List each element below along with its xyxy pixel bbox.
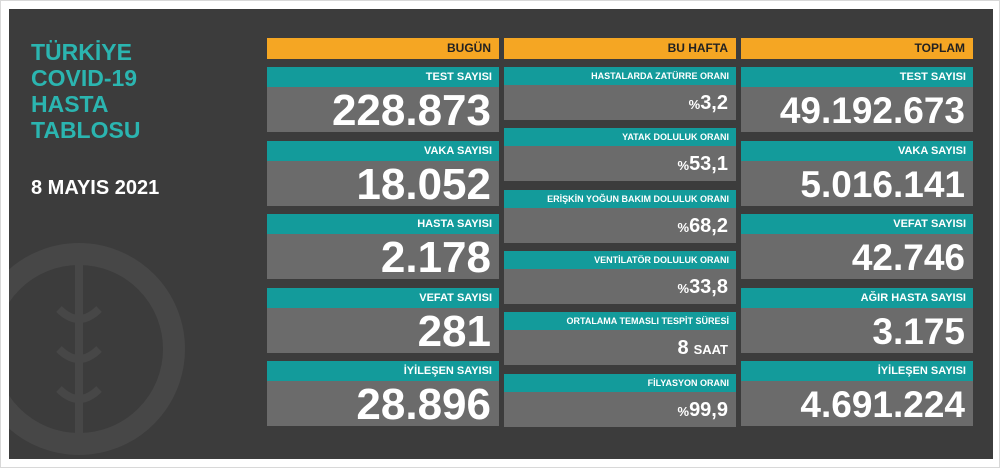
stat-card: AĞIR HASTA SAYISI 3.175 xyxy=(741,287,973,353)
stat-label: İYİLEŞEN SAYISI xyxy=(267,361,499,381)
stat-value: 33,8 xyxy=(689,275,728,298)
stat-prefix: % xyxy=(677,219,690,235)
stat-value: 68,2 xyxy=(689,214,728,237)
stat-value: 4.691.224 xyxy=(800,384,965,425)
emblem-staff xyxy=(56,259,102,449)
stat-card: VENTİLATÖR DOLULUK ORANI %33,8 xyxy=(504,250,736,304)
stat-value-box: %99,9 xyxy=(504,391,736,427)
stat-value-box: %53,1 xyxy=(504,146,736,182)
emblem-ring xyxy=(9,243,185,455)
stat-card: VEFAT SAYISI 281 xyxy=(267,287,499,356)
stat-value: 18.052 xyxy=(356,159,491,209)
stat-card: VEFAT SAYISI 42.746 xyxy=(741,214,973,279)
stat-label: AĞIR HASTA SAYISI xyxy=(741,287,973,308)
stat-value-box: 28.896 xyxy=(267,380,499,429)
stat-value: 99,9 xyxy=(689,398,728,421)
stat-card: VAKA SAYISI 5.016.141 xyxy=(741,140,973,206)
stat-label: VENTİLATÖR DOLULUK ORANI xyxy=(504,250,736,269)
emblem xyxy=(9,243,185,455)
stat-value-box: 281 xyxy=(267,306,499,356)
column-header: BU HAFTA xyxy=(504,38,736,59)
stat-card: HASTA SAYISI 2.178 xyxy=(267,214,499,282)
stat-value-box: %3,2 xyxy=(504,85,736,120)
stat-label: VEFAT SAYISI xyxy=(267,287,499,308)
stat-label: FİLYASYON ORANI xyxy=(504,373,736,392)
stat-label: ERİŞKİN YOĞUN BAKIM DOLULUK ORANI xyxy=(504,189,736,208)
stat-label: İYİLEŞEN SAYISI xyxy=(741,361,973,381)
date: 8 MAYIS 2021 xyxy=(31,177,160,199)
stat-value-box: 3.175 xyxy=(741,307,973,353)
stat-prefix: % xyxy=(677,158,690,174)
stat-value: 8 xyxy=(677,337,689,360)
stat-card: VAKA SAYISI 18.052 xyxy=(267,140,499,209)
stat-card: ORTALAMA TEMASLI TESPİT SÜRESİ 8 SAAT xyxy=(504,312,736,366)
stat-prefix: % xyxy=(677,280,690,296)
stat-value: 49.192.673 xyxy=(779,90,965,131)
stat-prefix: % xyxy=(677,403,690,419)
title-line: TÜRKİYE xyxy=(31,39,132,65)
stat-card: TEST SAYISI 228.873 xyxy=(267,67,499,135)
stat-value-box: %33,8 xyxy=(504,268,736,304)
stat-card: HASTALARDA ZATÜRRE ORANI %3,2 xyxy=(504,67,736,120)
stat-label: ORTALAMA TEMASLI TESPİT SÜRESİ xyxy=(504,312,736,331)
stat-value-box: 2.178 xyxy=(267,233,499,282)
stat-value: 3.175 xyxy=(872,310,965,352)
stat-card: ERİŞKİN YOĞUN BAKIM DOLULUK ORANI %68,2 xyxy=(504,189,736,243)
stat-value-box: 42.746 xyxy=(741,234,973,279)
panel: TÜRKİYE COVID-19 HASTA TABLOSU 8 MAYIS 2021… xyxy=(9,9,993,459)
stat-label: VEFAT SAYISI xyxy=(741,214,973,234)
stat-value: 228.873 xyxy=(331,86,491,135)
stat-label: HASTALARDA ZATÜRRE ORANI xyxy=(504,67,736,85)
stat-value: 5.016.141 xyxy=(800,163,965,205)
stat-label: TEST SAYISI xyxy=(741,67,973,87)
stat-value-box: %68,2 xyxy=(504,207,736,243)
title: TÜRKİYE COVID-19 HASTA TABLOSU xyxy=(31,39,140,143)
stat-value: 28.896 xyxy=(356,380,491,429)
stat-value: 2.178 xyxy=(380,233,491,282)
stat-card: YATAK DOLULUK ORANI %53,1 xyxy=(504,128,736,182)
title-line: TABLOSU xyxy=(31,117,141,143)
stat-value-box: 5.016.141 xyxy=(741,160,973,206)
stat-card: TEST SAYISI 49.192.673 xyxy=(741,67,973,132)
column-header: TOPLAM xyxy=(741,38,973,59)
stat-card: İYİLEŞEN SAYISI 4.691.224 xyxy=(741,361,973,426)
stat-card: İYİLEŞEN SAYISI 28.896 xyxy=(267,361,499,429)
stat-value-box: 49.192.673 xyxy=(741,87,973,132)
stat-value: 42.746 xyxy=(851,237,965,278)
stat-value: 281 xyxy=(417,306,491,356)
stat-value-box: 4.691.224 xyxy=(741,381,973,426)
stat-label: HASTA SAYISI xyxy=(267,214,499,234)
title-line: HASTA xyxy=(31,91,109,117)
column-header: BUGÜN xyxy=(267,38,499,59)
stat-label: VAKA SAYISI xyxy=(267,140,499,161)
title-line: COVID-19 xyxy=(31,65,138,91)
stat-value-box: 228.873 xyxy=(267,86,499,135)
stat-suffix: SAAT xyxy=(693,342,728,358)
stat-value-box: 8 SAAT xyxy=(504,330,736,366)
stat-label: YATAK DOLULUK ORANI xyxy=(504,128,736,147)
stat-value-box: 18.052 xyxy=(267,159,499,209)
stat-card: FİLYASYON ORANI %99,9 xyxy=(504,373,736,427)
stat-value: 53,1 xyxy=(689,153,728,176)
stat-label: TEST SAYISI xyxy=(267,67,499,87)
stat-label: VAKA SAYISI xyxy=(741,140,973,161)
stat-prefix: % xyxy=(688,97,701,112)
stat-value: 3,2 xyxy=(700,92,728,114)
